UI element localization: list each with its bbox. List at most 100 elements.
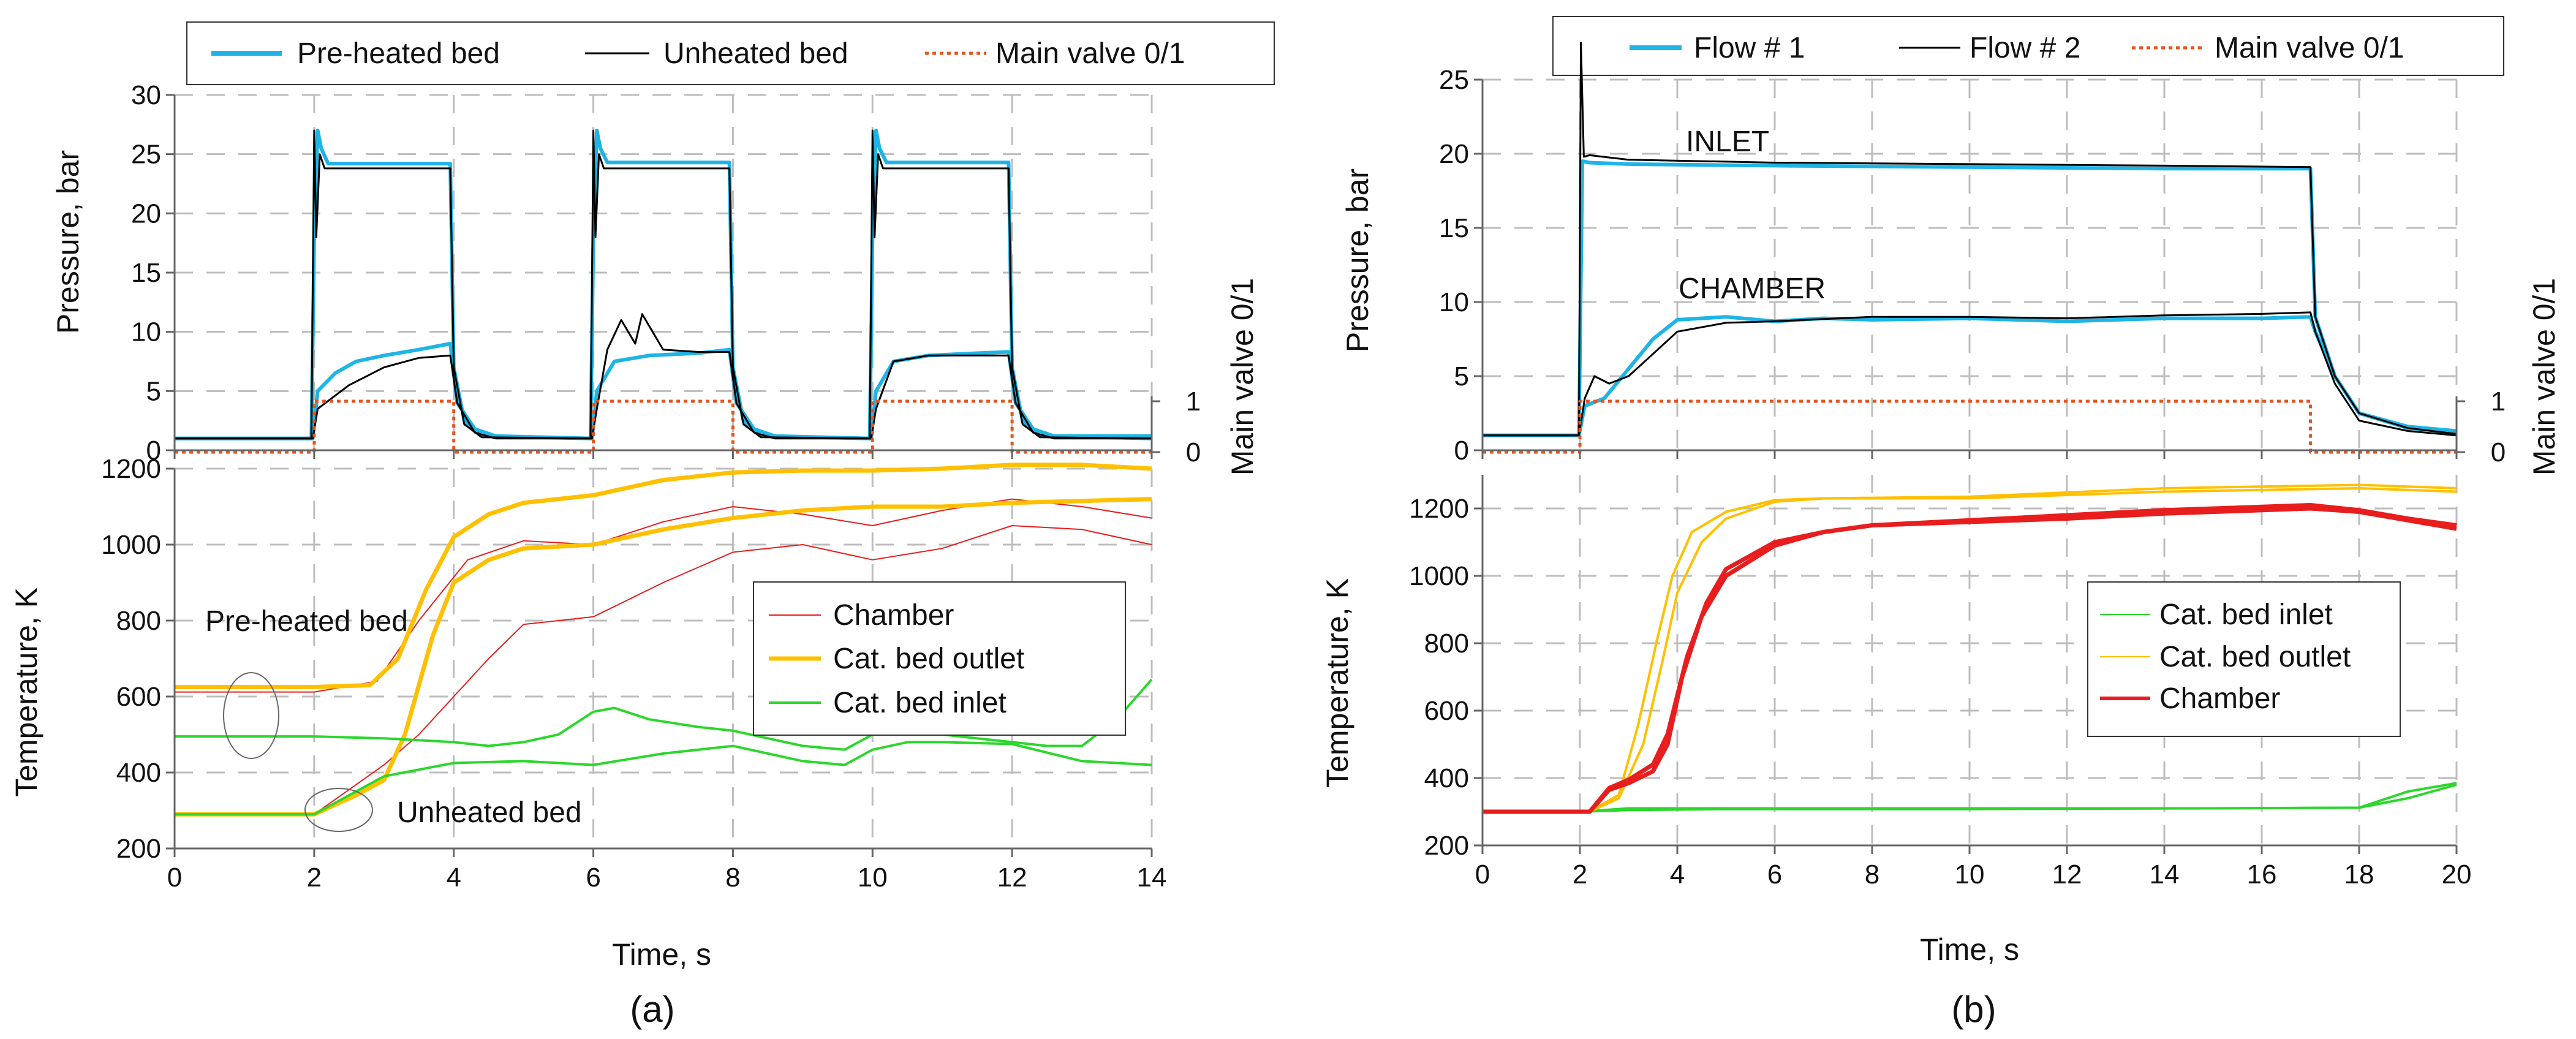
x-tick-label: 12 [2052,860,2082,890]
annotation-ellipse-pre-heated [223,672,279,759]
y-tick-label: 800 [1424,629,1469,659]
legend-label-pre-heated-bed: Pre-heated bed [297,37,500,70]
y-tick-label: 600 [1424,696,1469,726]
y-tick-label: 10 [1439,287,1469,317]
y-tick-label: 25 [131,140,161,170]
ylabel-b-pressure: Pressure, bar [1340,168,1375,352]
x-tick-label: 14 [2150,860,2180,890]
series-line-b-pressure-4 [1483,399,2457,454]
x-tick-label: 0 [167,863,182,893]
legend-label-inlet-a: Cat. bed inlet [833,687,1007,719]
y2-tick-label: 0 [2491,437,2506,467]
panel-label-a: (a) [630,989,674,1030]
y-tick-label: 1000 [101,530,161,560]
series-line-a-temperature-3 [175,497,1152,817]
legend-b-pressure: Flow # 1 Flow # 2 Main valve 0/1 [1552,16,2504,76]
annotation-ellipse-unheated [304,788,373,832]
x-tick-label: 10 [1955,860,1985,890]
series-line-a-pressure-0 [175,129,1152,440]
series-line-a-pressure-2 [175,129,1152,440]
x-tick-label: 8 [1865,860,1879,890]
series-line-a-temperature-4 [175,678,1153,751]
x-tick-label: 16 [2247,860,2277,890]
y-tick-label: 200 [116,834,161,864]
y-tick-label: 1000 [1409,561,1469,591]
legend-b-temperature: Cat. bed inlet Cat. bed outlet Chamber [2087,581,2401,737]
y-tick-label: 10 [131,317,161,347]
y-tick-label: 30 [131,80,161,110]
xlabel-b: Time, s [1920,932,2019,967]
legend-label-chamber-b: Chamber [2159,682,2280,715]
legend-label-outlet-a: Cat. bed outlet [833,643,1024,675]
panel-label-b: (b) [1951,989,1996,1030]
series-line-a-temperature-1 [175,525,1152,815]
y-tick-label: 15 [131,258,161,288]
y2-tick-label: 0 [1186,437,1201,467]
legend-label-main-valve-a: Main valve 0/1 [995,37,1185,70]
x-tick-label: 12 [997,863,1027,893]
x-tick-label: 20 [2442,860,2472,890]
y-tick-label: 1200 [1409,494,1469,524]
chart-a-temperature: 200 400 600 800 1000 1200 0 2 4 6 8 10 12 14 Temperat… [9,454,1166,972]
x-tick-label: 14 [1137,863,1167,893]
series-line-b-pressure-3 [1483,311,2457,437]
legend-label-unheated-bed: Unheated bed [663,37,848,70]
series-line-b-pressure-0 [1483,159,2457,437]
y-tick-label: 20 [131,198,161,229]
chart-b-pressure: 0 5 10 15 20 25 0 1 Pressure, bar Main valve 0/… [1340,42,2561,475]
ylabel2-a-valve: Main valve 0/1 [1225,278,1260,475]
legend-label-flow-1: Flow # 1 [1694,32,1805,64]
y-tick-label: 0 [1454,436,1469,466]
y2-tick-label: 1 [2491,387,2506,417]
legend-label-inlet-b: Cat. bed inlet [2159,599,2333,631]
series-line-a-pressure-3 [175,313,1152,440]
x-tick-label: 10 [858,863,888,893]
y-tick-label: 400 [1424,763,1469,793]
chart-a-pressure: 0 5 10 15 20 25 30 0 1 Pressure, bar Main valve … [51,80,1260,475]
series-line-a-temperature-5 [175,741,1152,816]
y2-tick-label: 1 [1186,387,1201,417]
x-tick-label: 2 [1573,860,1587,890]
x-tick-label: 6 [1767,860,1782,890]
legend-label-chamber-a: Chamber [833,599,954,632]
ylabel-a-pressure: Pressure, bar [51,150,85,334]
x-tick-label: 6 [586,863,600,893]
y-tick-label: 5 [1454,361,1469,391]
x-tick-label: 18 [2344,860,2374,890]
series-line-a-pressure-1 [175,342,1152,440]
xlabel-a: Time, s [612,937,711,972]
series-line-b-pressure-2 [1483,42,2457,437]
y-tick-label: 5 [146,376,161,406]
x-tick-label: 4 [1670,860,1685,890]
legend-a-pressure: Pre-heated bed Unheated bed Main valve 0… [186,21,1275,85]
series-line-a-temperature-2 [175,463,1152,689]
y-tick-label: 25 [1439,65,1469,95]
y-tick-label: 1200 [101,454,161,484]
y-tick-label: 0 [146,436,161,466]
x-tick-label: 2 [307,863,322,893]
ylabel2-b-valve: Main valve 0/1 [2527,278,2561,475]
legend-label-outlet-b: Cat. bed outlet [2159,641,2351,673]
annotation-pre-heated-bed: Pre-heated bed [205,605,408,638]
series-line-b-temperature-1 [1483,782,2457,813]
series-line-b-temperature-5 [1483,503,2457,814]
legend-label-main-valve-b: Main valve 0/1 [2215,32,2404,64]
ylabel-b-temperature: Temperature, K [1320,578,1354,788]
y-tick-label: 800 [116,606,161,636]
y-tick-label: 600 [116,682,161,712]
y-tick-label: 20 [1439,139,1469,169]
x-tick-label: 8 [725,863,740,893]
x-tick-label: 0 [1475,860,1490,890]
series-line-b-pressure-1 [1483,315,2457,437]
y-tick-label: 400 [116,758,161,788]
annotation-inlet: INLET [1686,126,1769,158]
annotation-chamber: CHAMBER [1679,273,1826,305]
legend-label-flow-2: Flow # 2 [1970,32,2080,64]
x-tick-label: 4 [446,863,461,893]
series-line-a-pressure-4 [175,399,1152,454]
y-tick-label: 15 [1439,213,1469,243]
y-tick-label: 200 [1424,831,1469,861]
ylabel-a-temperature: Temperature, K [9,588,43,797]
legend-a-temperature: Chamber Cat. bed outlet Cat. bed inlet [753,581,1126,736]
